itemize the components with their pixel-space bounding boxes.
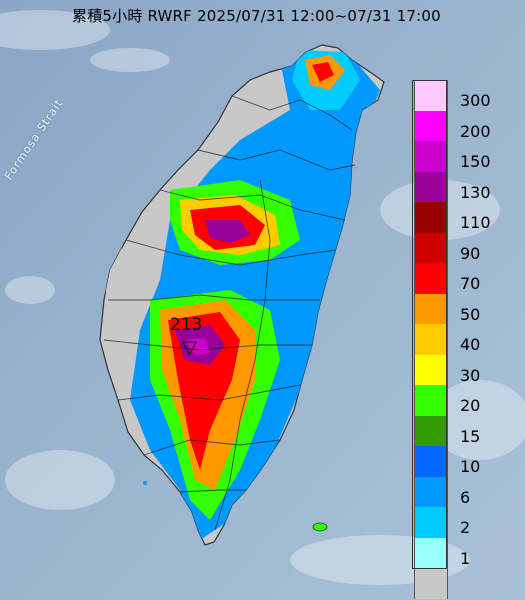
green-island bbox=[312, 522, 328, 532]
map-title: 累積5小時 RWRF 2025/07/31 12:00~07/31 17:00 bbox=[72, 7, 441, 25]
legend-swatch bbox=[414, 476, 448, 507]
legend-item: 20 bbox=[412, 385, 512, 416]
legend-label: 110 bbox=[460, 213, 491, 232]
legend-label: 300 bbox=[460, 91, 491, 110]
legend-label: 90 bbox=[460, 243, 481, 263]
legend-item: 30 bbox=[412, 354, 512, 385]
legend-swatch bbox=[414, 263, 448, 294]
legend-label: 40 bbox=[460, 335, 481, 354]
legend-label: 150 bbox=[460, 152, 491, 171]
legend-item: 130 bbox=[412, 171, 512, 202]
peak-value-label: 213 bbox=[170, 315, 203, 335]
legend-item: 200 bbox=[412, 110, 512, 141]
legend-label: 2 bbox=[460, 518, 471, 537]
peak-marker bbox=[182, 341, 197, 357]
legend-item: 15 bbox=[412, 415, 512, 446]
legend-label: 30 bbox=[460, 365, 481, 385]
legend-swatch bbox=[414, 141, 448, 172]
legend-item: 10 bbox=[412, 446, 512, 477]
legend-label: 130 bbox=[460, 182, 491, 202]
legend-item: 40 bbox=[412, 324, 512, 355]
legend-item: 70 bbox=[412, 263, 512, 294]
legend-item: 90 bbox=[412, 232, 512, 263]
legend-label: 6 bbox=[460, 487, 471, 507]
legend-swatch bbox=[414, 446, 448, 477]
legend-item: 110 bbox=[412, 202, 512, 233]
legend-swatch bbox=[414, 568, 448, 599]
rainfall-legend: 300 200 150 130 110 90 70 50 40 30 20 15… bbox=[412, 80, 512, 599]
legend-item bbox=[412, 568, 512, 599]
legend-item: 1 bbox=[412, 537, 512, 568]
legend-label: 1 bbox=[460, 548, 471, 568]
legend-label: 200 bbox=[460, 121, 491, 141]
rainfall-shading bbox=[104, 50, 380, 540]
legend-swatch bbox=[414, 324, 448, 355]
legend-label: 70 bbox=[460, 274, 481, 293]
legend-swatch bbox=[414, 507, 448, 538]
legend-swatch bbox=[414, 385, 448, 416]
legend-swatch bbox=[414, 80, 448, 111]
legend-swatch bbox=[414, 110, 448, 141]
xiaoliuqiu-island bbox=[143, 481, 147, 485]
county-boundaries bbox=[103, 95, 356, 531]
legend-item: 50 bbox=[412, 293, 512, 324]
legend-label: 15 bbox=[460, 426, 481, 446]
legend-swatch bbox=[414, 202, 448, 233]
legend-item: 6 bbox=[412, 476, 512, 507]
legend-label: 10 bbox=[460, 457, 481, 476]
legend-swatch bbox=[414, 232, 448, 263]
legend-swatch bbox=[414, 415, 448, 446]
legend-swatch bbox=[414, 293, 448, 324]
legend-item: 150 bbox=[412, 141, 512, 172]
legend-label: 20 bbox=[460, 396, 481, 415]
legend-swatch bbox=[414, 354, 448, 385]
legend-swatch bbox=[414, 537, 448, 568]
legend-item: 2 bbox=[412, 507, 512, 538]
legend-item: 300 bbox=[412, 80, 512, 111]
legend-swatch bbox=[414, 171, 448, 202]
legend-label: 50 bbox=[460, 304, 481, 324]
